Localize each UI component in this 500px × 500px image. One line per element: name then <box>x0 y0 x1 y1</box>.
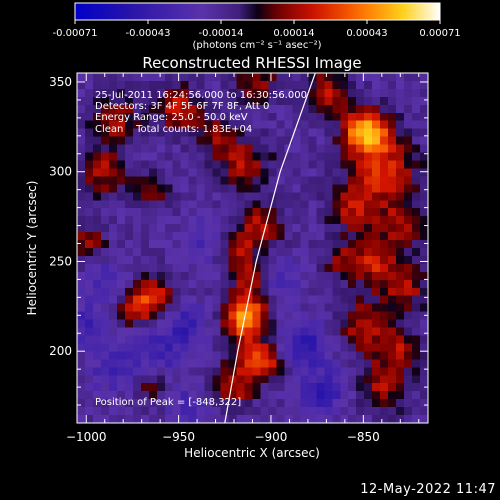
x-tick-label: −850 <box>347 430 380 444</box>
y-tick-label: 300 <box>49 165 72 179</box>
y-tick-label: 350 <box>49 75 72 89</box>
y-tick-label: 250 <box>49 254 72 268</box>
colorbar-tick-label: 0.00071 <box>419 28 460 39</box>
colorbar-tick-label: -0.00014 <box>199 28 244 39</box>
colorbar-tick-label: 0.00014 <box>273 28 314 39</box>
x-tick-label: −1000 <box>66 430 107 444</box>
heatmap-image <box>77 73 428 423</box>
info-block: 25-Jul-2011 16:24:56.000 to 16:30:56.000… <box>95 90 307 135</box>
x-tick-label: −950 <box>162 430 195 444</box>
peak-position-label: Position of Peak = [-848,322] <box>95 397 241 408</box>
colorbar <box>74 2 441 21</box>
x-tick-label: −900 <box>254 430 287 444</box>
info-line-time: 25-Jul-2011 16:24:56.000 to 16:30:56.000 <box>95 90 307 101</box>
chart-title: Reconstructed RHESSI Image <box>142 54 361 72</box>
axis-ticks: −1000 −950 −900 −850 200 250 300 350 <box>49 73 428 444</box>
solar-limb-line <box>224 73 316 423</box>
info-line-clean: Clean Total counts: 1.83E+04 <box>95 124 252 135</box>
colorbar-ticks: -0.00071 -0.00043 -0.00014 0.00014 0.00043 0.… <box>53 20 461 39</box>
info-line-detectors: Detectors: 3F 4F 5F 6F 7F 8F, Att 0 <box>95 101 269 112</box>
timestamp: 12-May-2022 11:47 <box>360 482 496 497</box>
x-axis-label: Heliocentric X (arcsec) <box>184 446 320 460</box>
colorbar-tick-label: -0.00043 <box>126 28 171 39</box>
colorbar-tick-label: -0.00071 <box>53 28 98 39</box>
y-tick-label: 200 <box>49 344 72 358</box>
info-line-energy: Energy Range: 25.0 - 50.0 keV <box>95 112 248 123</box>
colorbar-tick-label: 0.00043 <box>346 28 387 39</box>
y-axis-label: Heliocentric Y (arcsec) <box>25 181 39 316</box>
colorbar-unit: (photons cm⁻² s⁻¹ asec⁻²) <box>192 40 321 51</box>
